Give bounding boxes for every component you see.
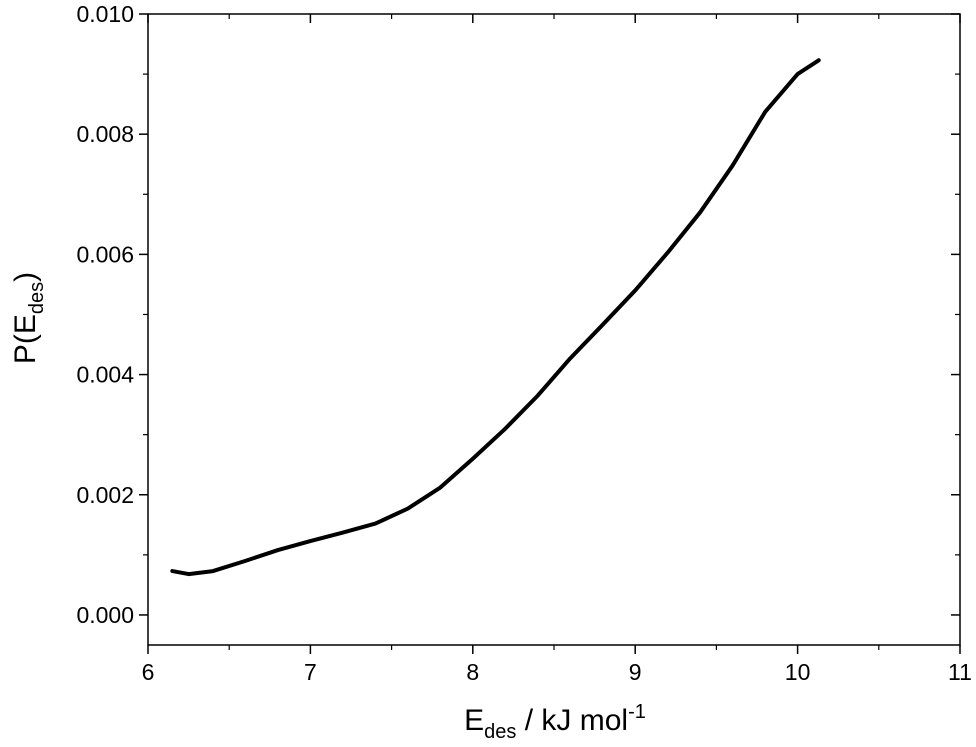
y-tick-label: 0.004 bbox=[76, 362, 134, 388]
y-axis-label: P(Edes) bbox=[9, 272, 48, 364]
x-tick-label: 8 bbox=[466, 659, 479, 685]
y-tick-label: 0.000 bbox=[76, 602, 134, 628]
y-tick-label: 0.008 bbox=[76, 121, 134, 147]
x-axis-label: Edes / kJ mol-1 bbox=[464, 701, 646, 743]
y-tick-label: 0.002 bbox=[76, 482, 134, 508]
x-tick-label: 9 bbox=[629, 659, 642, 685]
data-line bbox=[170, 58, 821, 577]
y-tick-label: 0.006 bbox=[76, 241, 134, 267]
x-tick-label: 11 bbox=[948, 659, 972, 685]
x-tick-label: 10 bbox=[785, 659, 811, 685]
y-tick-label: 0.010 bbox=[76, 1, 134, 27]
x-tick-label: 7 bbox=[304, 659, 317, 685]
x-tick-label: 6 bbox=[142, 659, 155, 685]
plot-frame bbox=[147, 13, 961, 646]
